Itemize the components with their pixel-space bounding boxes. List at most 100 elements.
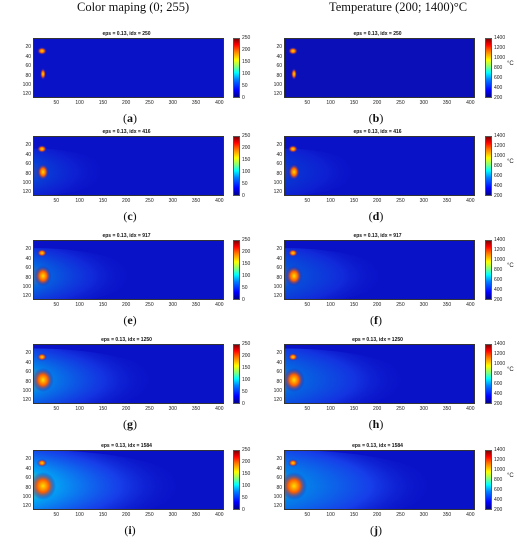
colorbar-tick-label: 100 <box>242 483 251 489</box>
colorbar-tick-label: 400 <box>494 497 503 503</box>
colorbar-tick-label: 200 <box>242 47 251 53</box>
panel-caption-g: (g) <box>123 417 137 431</box>
y-tick-label: 80 <box>276 72 282 79</box>
heat-plume <box>34 56 74 92</box>
y-tick-label: 100 <box>273 81 282 88</box>
upper-hot-spot <box>37 459 47 467</box>
hot-core <box>285 265 303 287</box>
panel-title: eps = 0.13, idx = 416 <box>102 129 151 135</box>
x-tick-label: 400 <box>215 100 224 106</box>
x-tick-label: 300 <box>168 100 177 106</box>
x-tick-label: 350 <box>442 302 452 308</box>
colorbar-tick-label: 0 <box>242 297 245 303</box>
upper-hot-spot <box>288 353 298 361</box>
colorbar-unit: °C <box>507 159 514 165</box>
y-tick-label: 100 <box>22 493 31 500</box>
x-tick-label: 150 <box>349 406 359 412</box>
y-tick-label: 100 <box>22 283 31 290</box>
y-tick-label: 40 <box>276 53 282 60</box>
colorbar <box>233 344 240 404</box>
y-tick-label: 60 <box>25 161 31 168</box>
colorbar <box>233 38 240 98</box>
y-tick-label: 40 <box>25 53 31 60</box>
x-tick-label: 100 <box>75 100 84 106</box>
x-tick-label: 200 <box>121 100 131 106</box>
y-tick-label: 40 <box>25 465 31 472</box>
x-tick-label: 200 <box>372 302 382 308</box>
y-tick-label: 120 <box>22 293 31 300</box>
thermal-field-svg <box>285 345 474 403</box>
x-tick-label: 100 <box>326 512 335 518</box>
colorbar-tick-label: 1200 <box>494 457 506 463</box>
colorbar-tick-label: 50 <box>242 83 248 89</box>
heat-plume <box>285 148 358 195</box>
colorbar-tick-label: 250 <box>242 341 251 347</box>
heat-plume <box>285 56 325 92</box>
colorbar-tick-label: 1000 <box>494 257 506 263</box>
x-tick-label: 100 <box>326 406 335 412</box>
colorbar <box>485 450 492 510</box>
colorbar-tick-label: 1200 <box>494 143 506 149</box>
plot-panel-j: eps = 0.13, idx = 1584 20 40 60 80 100 120 50 10… <box>255 443 514 551</box>
hot-core <box>37 163 49 181</box>
colorbar-tick-label: 800 <box>494 65 503 71</box>
heat-plume <box>34 348 157 403</box>
colorbar-tick-label: 800 <box>494 371 503 377</box>
y-tick-label: 80 <box>25 170 31 177</box>
panel-title: eps = 0.13, idx = 416 <box>353 129 402 135</box>
colorbar-tick-label: 400 <box>494 391 503 397</box>
colorbar-tick-label: 1400 <box>494 35 506 41</box>
colorbar-tick-label: 50 <box>242 285 248 291</box>
thermal-field-image <box>284 450 475 510</box>
colorbar-tick-label: 1000 <box>494 55 506 61</box>
colorbar <box>485 136 492 196</box>
colorbar-tick-label: 1000 <box>494 467 506 473</box>
colorbar-tick-label: 50 <box>242 495 248 501</box>
y-tick-label: 60 <box>276 161 282 168</box>
x-tick-label: 400 <box>215 512 224 518</box>
x-tick-label: 50 <box>53 302 60 308</box>
colorbar-tick-label: 1200 <box>494 351 506 357</box>
panel-title: eps = 0.13, idx = 1584 <box>101 443 152 449</box>
thermal-field-svg <box>285 39 474 97</box>
colorbar-tick-label: 150 <box>242 365 251 371</box>
y-tick-label: 40 <box>276 255 282 262</box>
x-tick-label: 200 <box>121 512 131 518</box>
colorbar <box>485 240 492 300</box>
heat-plume <box>285 451 435 509</box>
x-tick-label: 200 <box>121 302 131 308</box>
y-tick-label: 20 <box>276 456 282 463</box>
y-tick-label: 40 <box>25 255 31 262</box>
x-tick-label: 400 <box>215 406 224 412</box>
colorbar-tick-label: 400 <box>494 287 503 293</box>
x-tick-label: 400 <box>215 198 224 204</box>
x-tick-label: 200 <box>372 406 382 412</box>
thermal-field-image <box>284 240 475 300</box>
y-tick-label: 40 <box>25 151 31 158</box>
x-tick-label: 100 <box>75 302 84 308</box>
thermal-field-image <box>33 240 224 300</box>
panel-title: eps = 0.13, idx = 250 <box>102 31 151 37</box>
y-tick-label: 60 <box>25 265 31 272</box>
colorbar <box>485 344 492 404</box>
x-tick-label: 50 <box>304 406 311 412</box>
colorbar-tick-label: 200 <box>494 507 503 513</box>
colorbar-tick-label: 0 <box>242 401 245 407</box>
x-tick-label: 400 <box>466 512 475 518</box>
x-tick-label: 350 <box>191 198 201 204</box>
x-tick-label: 50 <box>304 512 311 518</box>
x-tick-label: 200 <box>372 198 382 204</box>
y-tick-label: 120 <box>273 397 282 404</box>
y-tick-label: 120 <box>22 91 31 98</box>
colorbar-unit: °C <box>507 473 514 479</box>
panel-title: eps = 0.13, idx = 917 <box>353 233 402 239</box>
heat-plume <box>285 248 386 299</box>
y-tick-label: 20 <box>276 246 282 253</box>
colorbar-tick-label: 1400 <box>494 237 506 243</box>
thermal-field-svg <box>34 137 223 195</box>
colorbar <box>233 450 240 510</box>
x-tick-label: 200 <box>121 198 131 204</box>
hot-core <box>34 472 56 500</box>
y-tick-label: 40 <box>276 151 282 158</box>
x-tick-label: 50 <box>304 100 311 106</box>
